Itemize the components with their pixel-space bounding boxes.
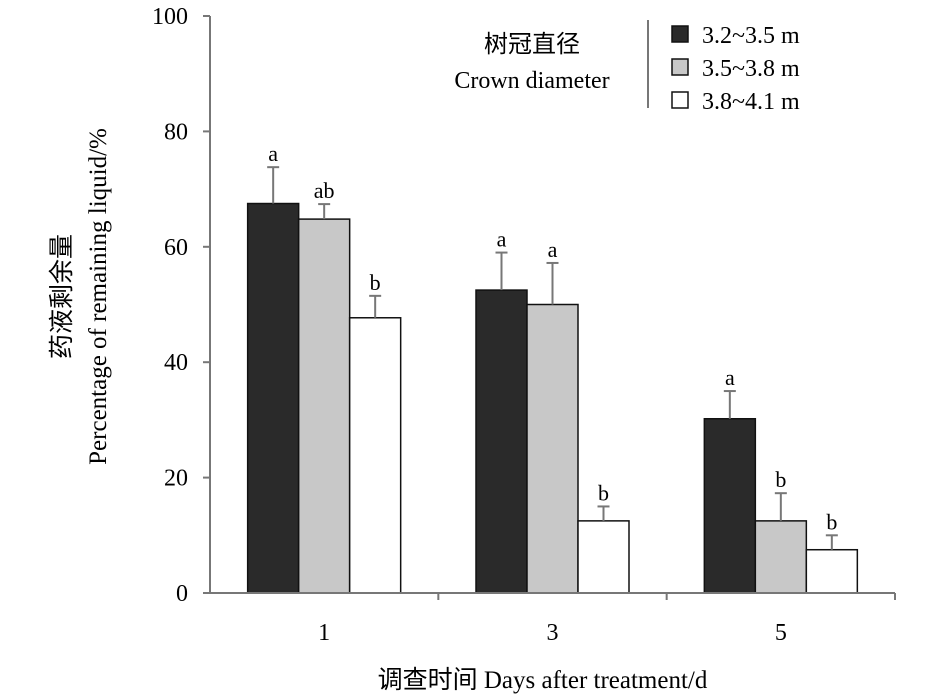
legend-title-cn: 树冠直径 [484,31,580,58]
bar [348,317,402,594]
y-ticks: 0 20 40 60 80 100 [152,4,210,607]
significance-label: a [268,141,278,166]
error-bars-layer [267,166,838,550]
legend-swatch [671,58,689,76]
y-tick-label: 0 [176,581,188,607]
y-tick-label: 80 [164,119,188,145]
legend-swatch [671,91,689,109]
y-axis-title-cn: 药液剩余量 [48,234,76,359]
y-tick-label: 20 [164,466,188,492]
significance-label: ab [314,178,335,203]
bar [703,417,757,594]
significance-label: b [775,467,786,492]
significance-label: b [598,480,609,505]
significance-label: a [497,227,507,252]
x-ticks: 1 3 5 [318,593,896,646]
legend-swatch [671,25,689,43]
significance-label: b [826,509,837,534]
legend-item-label: 3.8~4.1 m [702,89,800,115]
bar [297,218,351,594]
legend: 树冠直径 Crown diameter 3.2~3.5 m3.5~3.8 m3.… [454,20,800,115]
significance-label: a [725,365,735,390]
bar [475,289,528,594]
y-tick-label: 60 [164,235,188,261]
x-tick-label: 3 [547,620,559,646]
y-tick-label: 100 [152,4,188,30]
significance-label: b [370,270,381,295]
legend-title-en: Crown diameter [454,68,609,94]
x-tick-label: 1 [318,620,330,646]
bar [577,520,630,594]
significance-label: a [548,237,558,262]
y-axis-title-en: Percentage of remaining liquid/% [85,128,112,465]
bar [805,548,859,594]
x-tick-label: 5 [775,620,787,646]
x-axis-title: 调查时间 Days after treatment/d [378,666,708,694]
axes [209,16,895,594]
bar [526,303,579,594]
bar [246,202,300,594]
bar [754,520,808,594]
y-tick-label: 40 [164,350,188,376]
legend-items: 3.2~3.5 m 3.5~3.8 m 3.8~4.1 m [671,23,800,115]
legend-item-label: 3.5~3.8 m [702,56,800,82]
y-axis-title: 药液剩余量 Percentage of remaining liquid/% [48,128,112,465]
legend-item-label: 3.2~3.5 m [702,23,800,49]
